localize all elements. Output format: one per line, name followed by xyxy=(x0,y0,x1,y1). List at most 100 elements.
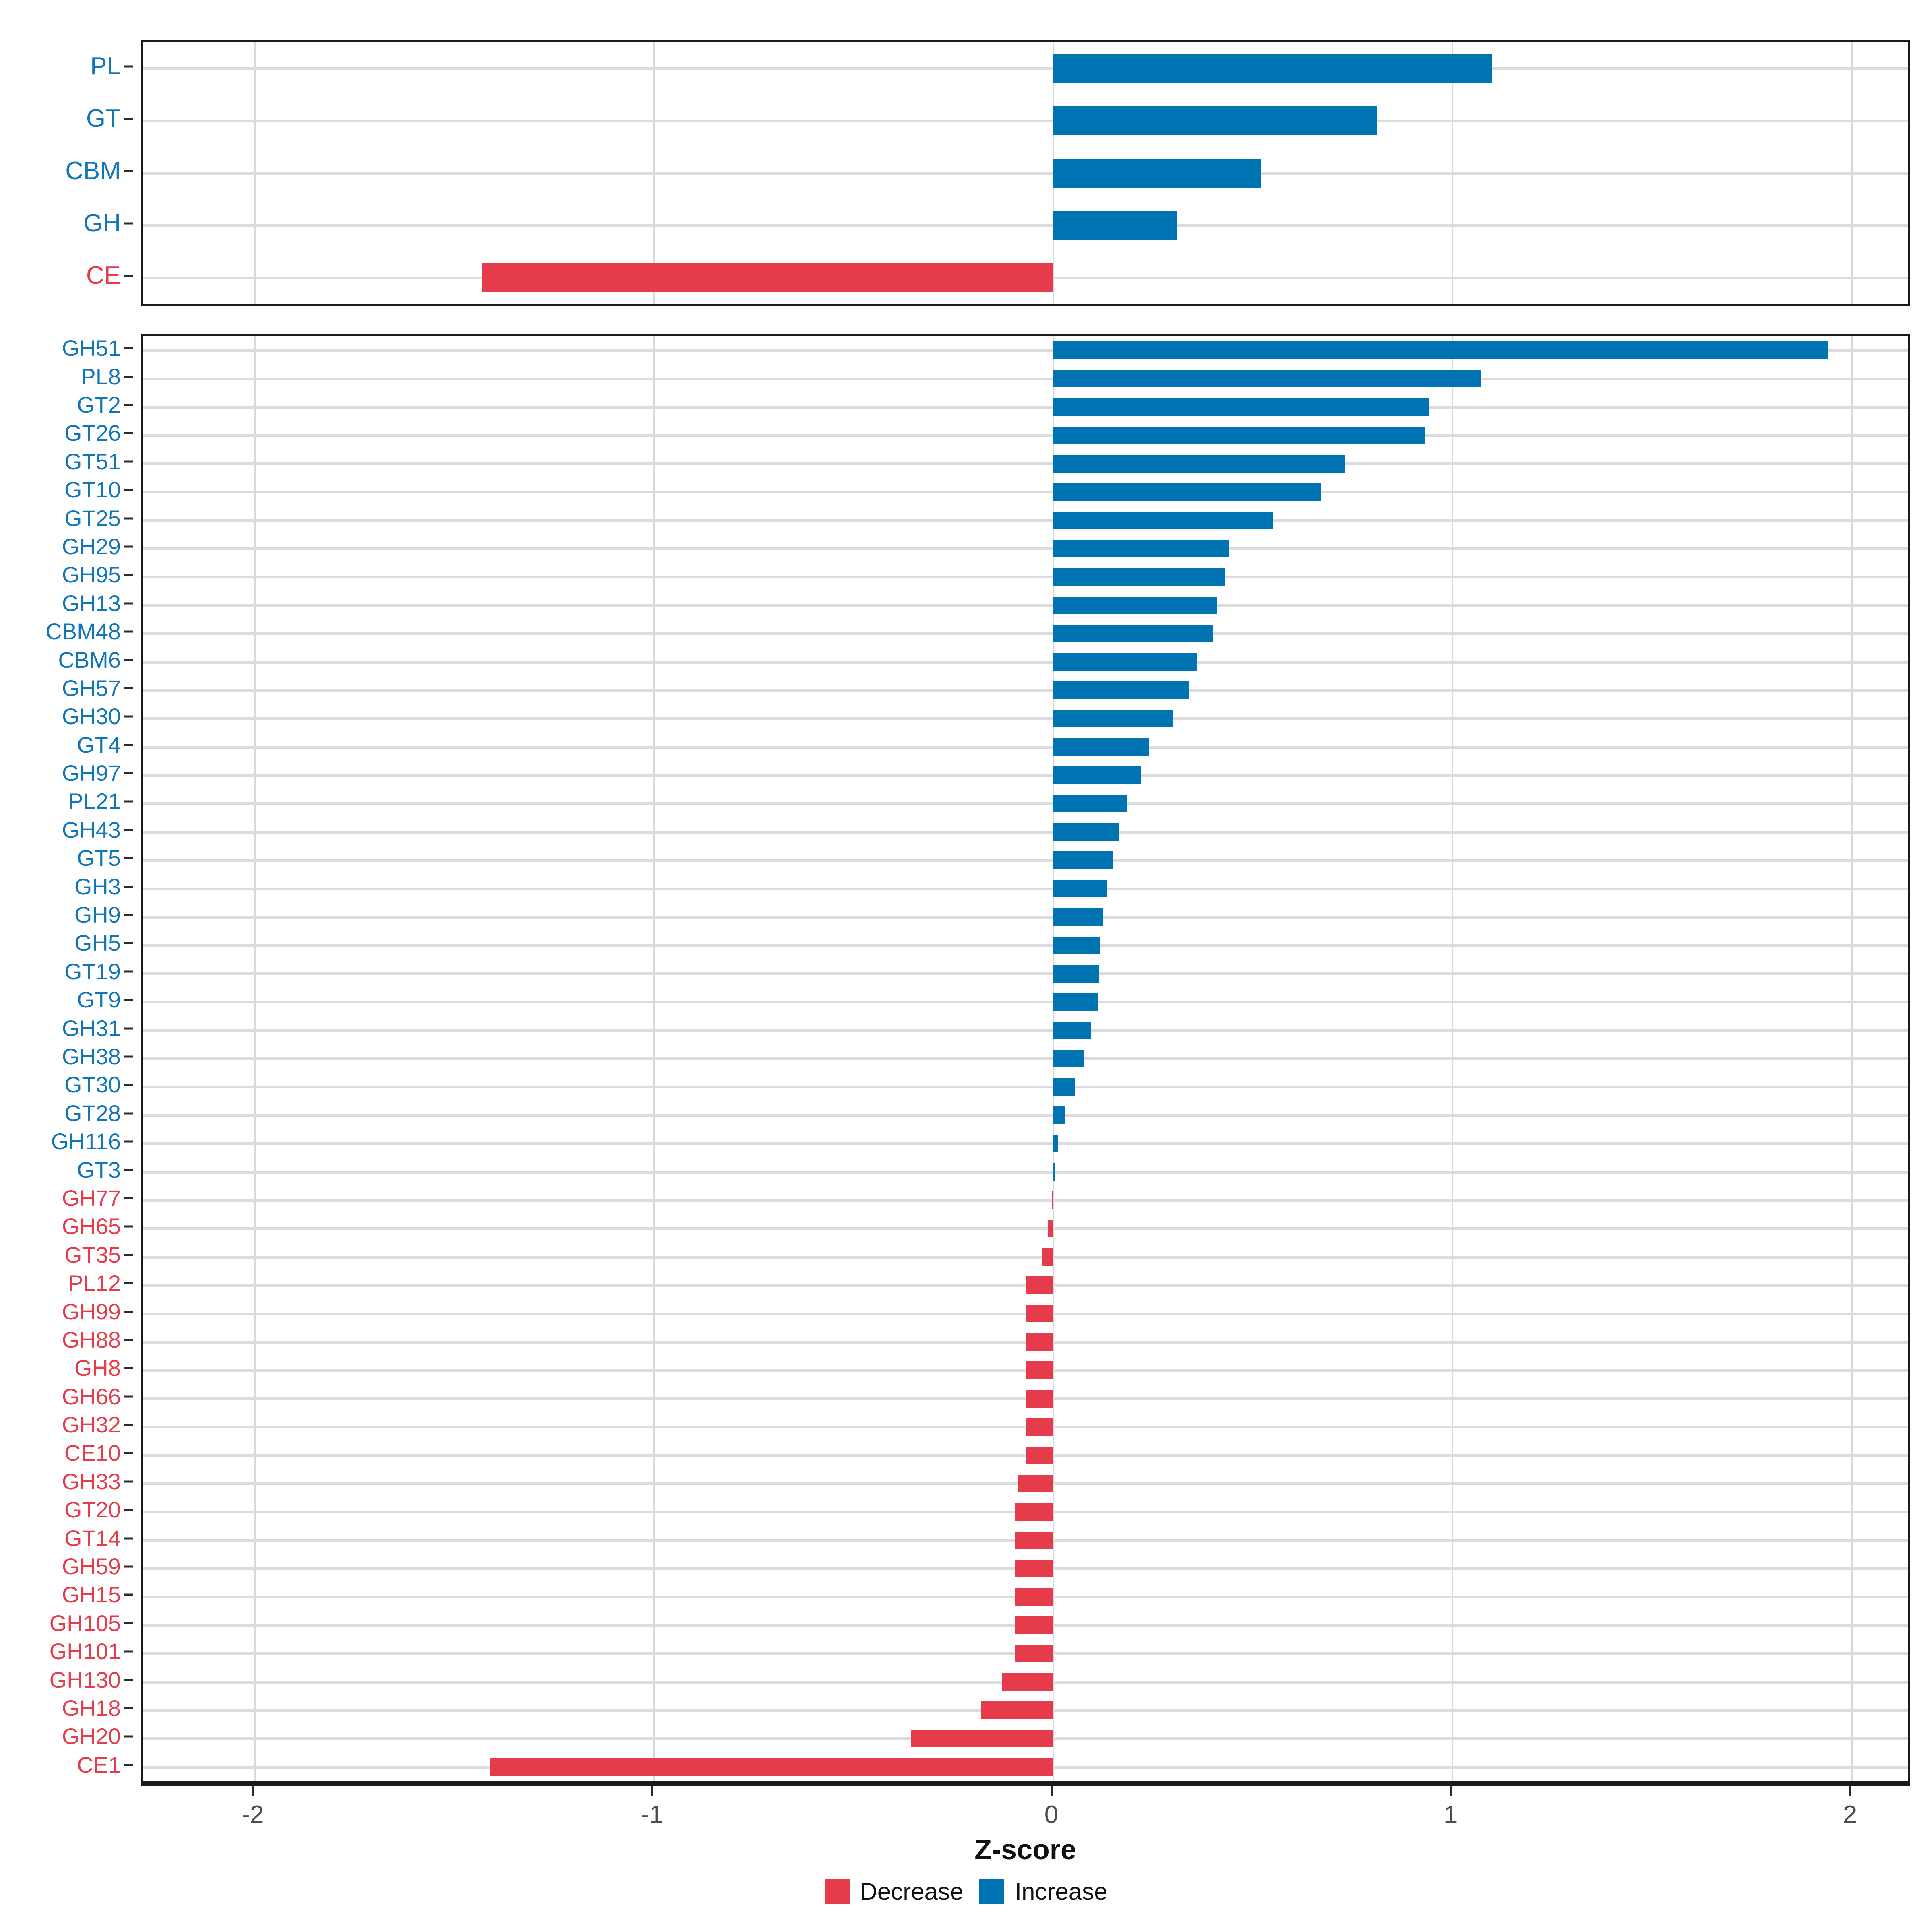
x-axis-tick-label: 1 xyxy=(1443,1801,1458,1829)
bar-GT9 xyxy=(1053,993,1098,1011)
bar-GH30 xyxy=(1053,710,1173,728)
bar-GH29 xyxy=(1053,540,1229,557)
y-axis-label-GT10: GT10 xyxy=(64,477,121,503)
grid-line-horizontal xyxy=(143,774,1908,777)
y-axis-label-GT3: GT3 xyxy=(77,1157,121,1183)
y-axis-label-GH77: GH77 xyxy=(62,1185,121,1211)
grid-line-horizontal xyxy=(143,944,1908,947)
y-axis-label-GH97: GH97 xyxy=(62,760,121,786)
y-axis-label-PL21: PL21 xyxy=(68,788,121,814)
y-axis-label-GT14: GT14 xyxy=(64,1525,121,1551)
y-axis-tick xyxy=(124,1084,133,1086)
y-axis-label-CBM6: CBM6 xyxy=(58,647,121,673)
y-axis-label-CBM: CBM xyxy=(65,157,121,185)
grid-line-horizontal xyxy=(143,434,1908,437)
y-axis-tick xyxy=(124,489,133,491)
bar-GT xyxy=(1053,106,1377,136)
y-axis-tick xyxy=(124,1282,133,1284)
grid-line-horizontal xyxy=(143,689,1908,692)
grid-line-horizontal xyxy=(143,349,1908,352)
bar-PL xyxy=(1053,54,1493,83)
grid-line-horizontal xyxy=(143,491,1908,494)
y-axis-label-GH65: GH65 xyxy=(62,1214,121,1239)
grid-line-horizontal xyxy=(143,67,1908,70)
y-axis-label-GT28: GT28 xyxy=(64,1100,121,1126)
y-axis-tick xyxy=(124,1509,133,1511)
bar-GT26 xyxy=(1053,426,1425,444)
y-axis-label-GT20: GT20 xyxy=(64,1497,121,1523)
y-axis-tick xyxy=(124,914,133,916)
y-axis-tick xyxy=(124,118,133,120)
grid-line-horizontal xyxy=(143,972,1908,975)
grid-line-horizontal xyxy=(143,802,1908,805)
grid-line-horizontal xyxy=(143,1340,1908,1344)
y-axis-tick xyxy=(124,1339,133,1341)
bar-CE1 xyxy=(490,1758,1053,1776)
bar-GH32 xyxy=(1026,1418,1053,1436)
bar-GH77 xyxy=(1052,1191,1053,1209)
bar-GT5 xyxy=(1053,851,1113,869)
legend-label-decrease: Decrease xyxy=(860,1878,964,1905)
bar-GH8 xyxy=(1026,1361,1053,1379)
y-axis-label-GH13: GH13 xyxy=(62,590,121,616)
grid-line-horizontal xyxy=(143,859,1908,862)
bar-GH9 xyxy=(1053,908,1103,926)
bar-GH105 xyxy=(1015,1616,1053,1634)
y-axis-tick xyxy=(124,1311,133,1313)
bar-PL8 xyxy=(1053,369,1481,388)
y-axis-tick xyxy=(124,687,133,689)
bar-GH20 xyxy=(910,1730,1053,1748)
y-axis-label-GH8: GH8 xyxy=(74,1355,121,1381)
bar-GH18 xyxy=(981,1701,1053,1719)
bar-GH99 xyxy=(1026,1305,1053,1323)
y-axis-label-PL8: PL8 xyxy=(80,363,121,389)
bar-GH3 xyxy=(1053,879,1107,898)
legend-item-decrease: Decrease xyxy=(824,1878,964,1905)
chart-legend: Decrease Increase xyxy=(0,1874,1932,1910)
x-axis-line xyxy=(141,1783,1910,1786)
y-axis-label-GH33: GH33 xyxy=(62,1468,121,1494)
bar-GT10 xyxy=(1053,483,1321,501)
y-axis-tick xyxy=(124,1565,133,1568)
y-axis-label-GH38: GH38 xyxy=(62,1044,121,1069)
y-axis-label-GH99: GH99 xyxy=(62,1298,121,1324)
y-axis-label-GH66: GH66 xyxy=(62,1383,121,1409)
bar-CBM xyxy=(1053,158,1261,188)
grid-line-horizontal xyxy=(143,1114,1908,1117)
y-axis-tick xyxy=(124,1055,133,1058)
y-axis-tick xyxy=(124,1480,133,1483)
x-axis-tick xyxy=(1050,1786,1053,1796)
y-axis-label-GH130: GH130 xyxy=(49,1667,121,1693)
y-axis-tick xyxy=(124,1593,133,1596)
y-axis-label-GT30: GT30 xyxy=(64,1072,121,1098)
bar-GT2 xyxy=(1053,398,1429,416)
grid-line-horizontal xyxy=(143,830,1908,834)
y-axis-tick xyxy=(124,744,133,746)
bar-GH13 xyxy=(1053,596,1217,614)
cazyme-family-panel xyxy=(141,334,1910,1783)
grid-line-horizontal xyxy=(143,377,1908,380)
grid-line-horizontal xyxy=(143,172,1908,175)
grid-line-horizontal xyxy=(143,745,1908,749)
bar-GH31 xyxy=(1053,1021,1091,1039)
bar-GH130 xyxy=(1002,1673,1053,1691)
bar-GT25 xyxy=(1053,511,1273,529)
bar-GH38 xyxy=(1053,1050,1085,1067)
y-axis-tick xyxy=(124,772,133,774)
y-axis-tick xyxy=(124,275,133,277)
y-axis-label-CE10: CE10 xyxy=(64,1440,121,1466)
class-axis-labels: PL GT CBM GH CE xyxy=(0,40,133,306)
y-axis-tick xyxy=(124,715,133,718)
y-axis-label-CE1: CE1 xyxy=(77,1752,121,1777)
bar-GT19 xyxy=(1053,965,1100,983)
y-axis-label-CBM48: CBM48 xyxy=(45,619,121,644)
y-axis-tick xyxy=(124,1452,133,1454)
y-axis-tick xyxy=(124,1197,133,1199)
family-plot-area xyxy=(141,334,1910,1783)
grid-line-horizontal xyxy=(143,916,1908,919)
grid-line-horizontal xyxy=(143,224,1908,227)
bar-CBM6 xyxy=(1053,653,1197,671)
y-axis-tick xyxy=(124,1622,133,1624)
y-axis-tick xyxy=(124,829,133,831)
